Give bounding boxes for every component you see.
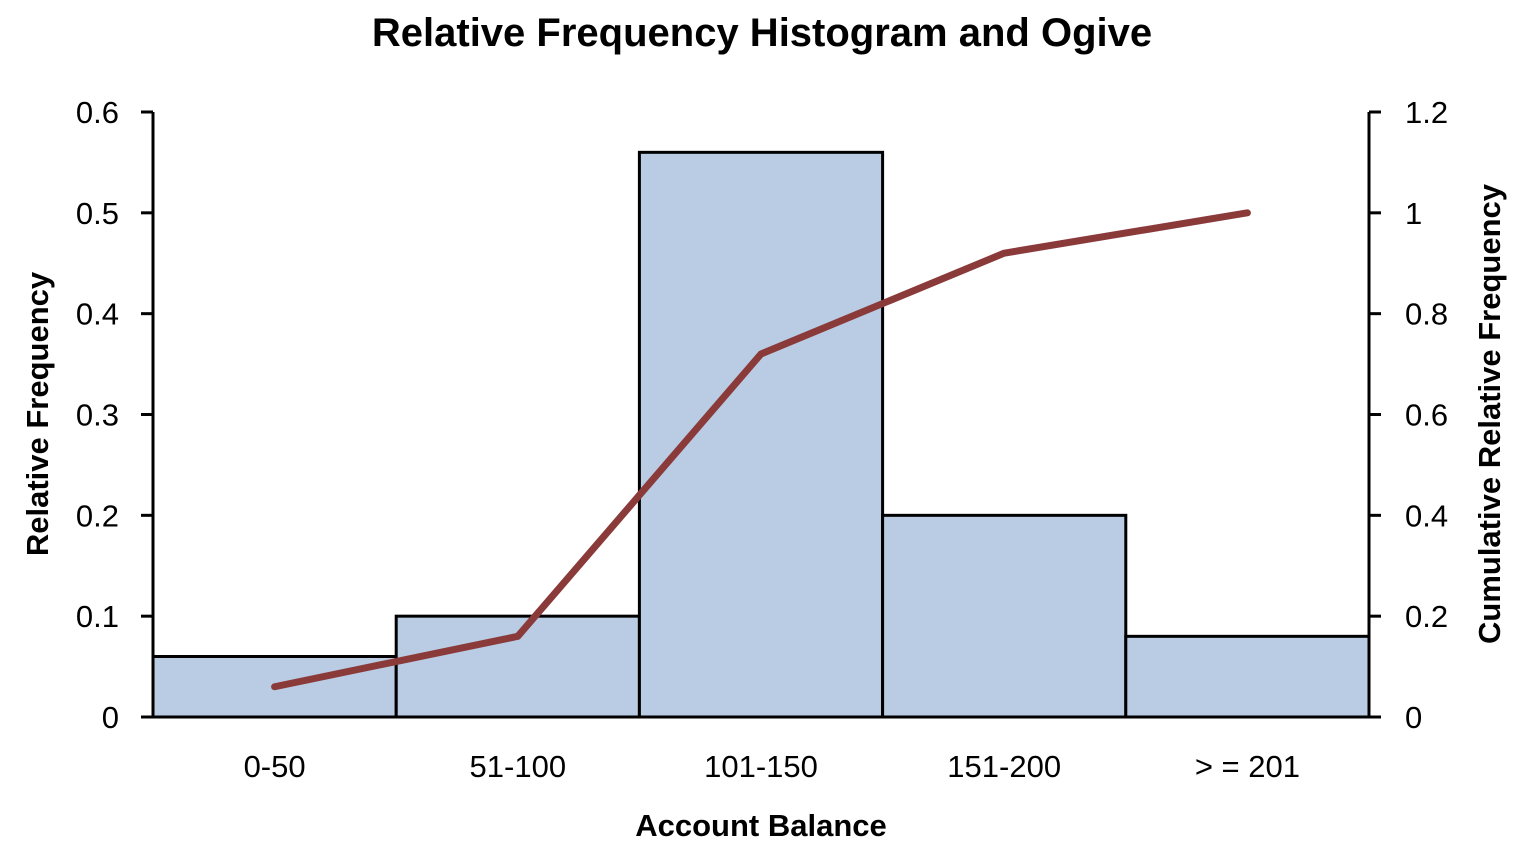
x-tick-label: 101-150 [704, 749, 818, 784]
y2-tick-label: 1 [1405, 196, 1422, 231]
y2-tick-label: 0.6 [1405, 398, 1448, 433]
x-tick-label: > = 201 [1195, 749, 1300, 784]
ogive-line [271, 209, 1251, 691]
y2-tick-label: 1.2 [1405, 95, 1448, 130]
y2-tick-label: 0.2 [1405, 599, 1448, 634]
y-tick-label: 0 [102, 700, 119, 735]
y2-tick-label: 0.8 [1405, 297, 1448, 332]
x-tick-label: 0-50 [244, 749, 306, 784]
y-tick-label: 0.6 [76, 95, 119, 130]
chart-title: Relative Frequency Histogram and Ogive [372, 11, 1152, 55]
x-tick-label: 51-100 [470, 749, 567, 784]
y2-tick-label: 0 [1405, 700, 1422, 735]
bar-2 [637, 150, 885, 719]
y-tick-label: 0.2 [76, 498, 119, 533]
ogive-layer [271, 209, 1251, 691]
y-tick-label: 0.4 [76, 297, 119, 332]
bar-3 [881, 513, 1128, 719]
y2-tick-label: 0.4 [1405, 498, 1448, 533]
x-axis-title: Account Balance [635, 808, 887, 843]
y-tick-label: 0.3 [76, 398, 119, 433]
x-tick-label: 151-200 [947, 749, 1061, 784]
y-tick-label: 0.1 [76, 599, 119, 634]
axes-layer: 0 0 0.1 0.2 0.2 0.4 0.3 0.6 0.4 0.8 0.5 1 0.6 1.2 0-50… [76, 95, 1448, 784]
y-tick-label: 0.5 [76, 196, 119, 231]
y2-axis-title: Cumulative Relative Frequency [1472, 183, 1507, 644]
bar-4 [1124, 634, 1371, 719]
y-axis-title: Relative Frequency [20, 271, 55, 556]
bars-layer [151, 150, 1371, 719]
